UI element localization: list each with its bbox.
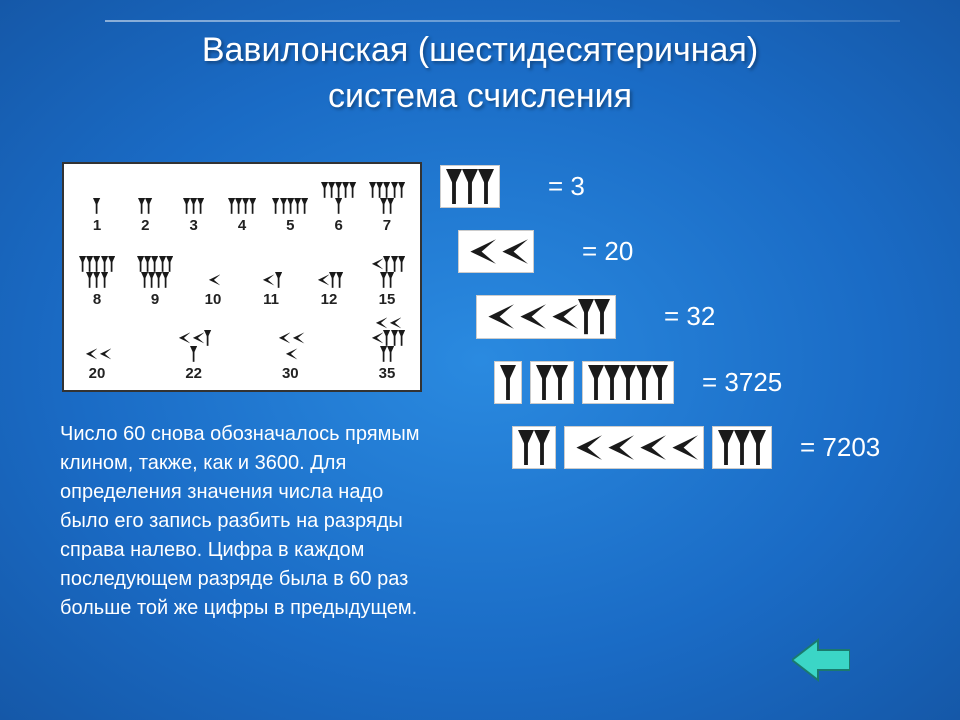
chart-number: 4 <box>238 217 246 234</box>
chart-number: 6 <box>334 217 342 234</box>
chart-cell: 20 <box>76 346 118 382</box>
examples-column: = 3 = 20 = 32 = 3725 = 7203 <box>440 165 920 491</box>
chart-row: 1 2 3 4 5 6 7 <box>76 174 408 234</box>
chart-number: 2 <box>141 217 149 234</box>
chart-cell: 6 <box>318 182 360 234</box>
example-row: = 3 <box>440 165 920 208</box>
chart-cell: 1 <box>76 198 118 234</box>
chart-number: 1 <box>93 217 101 234</box>
cuneiform-block <box>512 426 556 469</box>
chart-cell: 8 <box>76 256 118 308</box>
cuneiform-block <box>564 426 704 469</box>
chart-row: 8 9 10 11 12 15 <box>76 248 408 308</box>
chart-number: 7 <box>383 217 391 234</box>
chart-number: 9 <box>151 291 159 308</box>
title-line-2: система счисления <box>328 77 632 115</box>
example-row: = 20 <box>458 230 920 273</box>
chart-number: 15 <box>379 291 396 308</box>
chart-row: 20 22 30 35 <box>76 322 408 382</box>
cuneiform-block <box>530 361 574 404</box>
cuneiform-block <box>494 361 522 404</box>
chart-cell: 5 <box>269 198 311 234</box>
example-value: = 3725 <box>702 367 782 398</box>
chart-cell: 22 <box>173 330 215 382</box>
chart-cell: 11 <box>250 272 292 308</box>
example-row: = 7203 <box>512 426 920 469</box>
chart-number: 11 <box>263 291 279 308</box>
chart-cell: 2 <box>124 198 166 234</box>
chart-number: 10 <box>205 291 222 308</box>
example-row: = 3725 <box>494 361 920 404</box>
description-paragraph: Число 60 снова обозначалось прямым клино… <box>60 420 430 623</box>
chart-number: 12 <box>321 291 338 308</box>
example-value: = 3 <box>548 171 585 202</box>
chart-cell: 15 <box>366 256 408 308</box>
numeral-chart: 1234567891011121520223035 <box>62 162 422 392</box>
arrow-left-icon <box>792 636 850 684</box>
chart-number: 30 <box>282 365 299 382</box>
chart-cell: 30 <box>269 330 311 382</box>
chart-number: 22 <box>185 365 202 382</box>
chart-cell: 4 <box>221 198 263 234</box>
chart-cell: 10 <box>192 272 234 308</box>
chart-number: 3 <box>189 217 197 234</box>
cuneiform-block <box>712 426 772 469</box>
chart-cell: 35 <box>366 315 408 382</box>
slide-title: Вавилонская (шестидесятеричная) система … <box>0 0 960 120</box>
example-value: = 7203 <box>800 432 880 463</box>
example-value: = 20 <box>582 236 633 267</box>
chart-cell: 7 <box>366 182 408 234</box>
chart-number: 8 <box>93 291 101 308</box>
example-value: = 32 <box>664 301 715 332</box>
prev-slide-button[interactable] <box>792 636 850 684</box>
chart-number: 5 <box>286 217 294 234</box>
cuneiform-block <box>476 295 616 338</box>
chart-cell: 12 <box>308 272 350 308</box>
chart-cell: 9 <box>134 256 176 308</box>
title-line-1: Вавилонская (шестидесятеричная) <box>202 31 758 69</box>
example-row: = 32 <box>476 295 920 338</box>
cuneiform-block <box>440 165 500 208</box>
chart-number: 20 <box>89 365 106 382</box>
cuneiform-block <box>458 230 534 273</box>
chart-cell: 3 <box>173 198 215 234</box>
chart-number: 35 <box>379 365 396 382</box>
cuneiform-block <box>582 361 674 404</box>
